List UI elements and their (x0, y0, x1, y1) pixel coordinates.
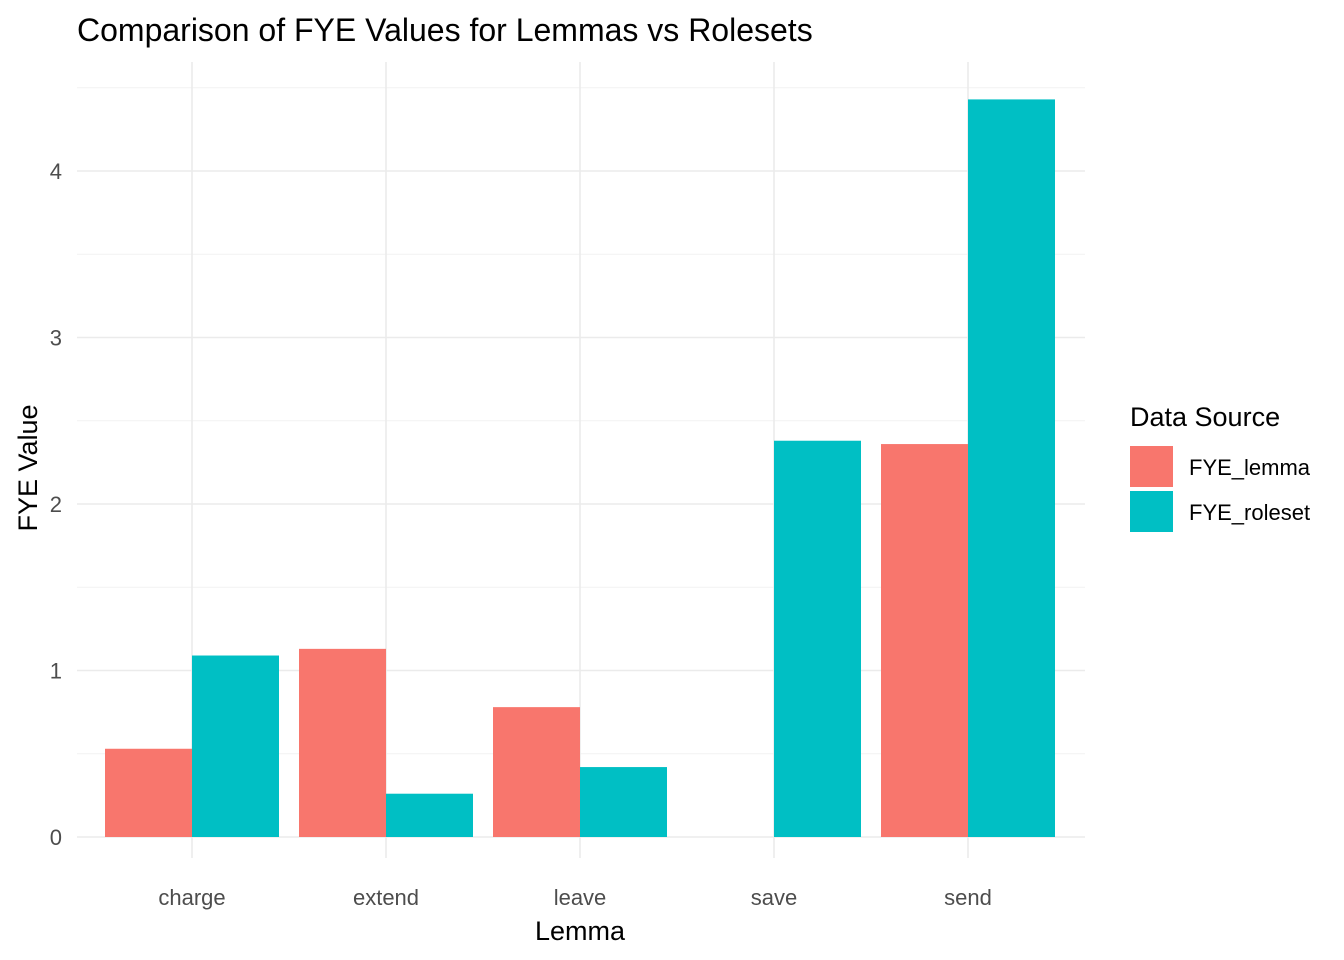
bar-layer (105, 99, 1055, 837)
bar-FYE_lemma-leave (493, 707, 580, 837)
legend-swatch-FYE_lemma (1130, 446, 1173, 487)
chart-title: Comparison of FYE Values for Lemmas vs R… (77, 12, 813, 48)
x-tick-label: extend (353, 885, 419, 910)
x-tick-label: leave (554, 885, 607, 910)
bar-FYE_roleset-charge (192, 655, 279, 837)
bar-FYE_lemma-charge (105, 748, 192, 837)
y-axis-title: FYE Value (13, 404, 43, 531)
bar-FYE_lemma-extend (299, 648, 386, 837)
y-tick-label: 1 (50, 659, 62, 684)
y-axis-ticks: 0 1 2 3 4 (50, 159, 62, 850)
x-tick-label: save (751, 885, 797, 910)
legend-items: FYE_lemma FYE_roleset (1130, 446, 1311, 532)
bar-FYE_roleset-send (968, 99, 1055, 837)
legend-title: Data Source (1130, 402, 1280, 432)
legend-label-FYE_lemma: FYE_lemma (1189, 455, 1311, 480)
legend-label-FYE_roleset: FYE_roleset (1189, 500, 1310, 525)
y-tick-label: 2 (50, 492, 62, 517)
x-axis-ticks: charge extend leave save send (158, 885, 992, 910)
x-axis-title: Lemma (535, 916, 626, 946)
y-tick-label: 0 (50, 825, 62, 850)
x-tick-label: charge (158, 885, 225, 910)
legend-swatch-FYE_roleset (1130, 491, 1173, 532)
y-tick-label: 3 (50, 326, 62, 351)
bar-FYE_roleset-leave (580, 767, 667, 837)
y-tick-label: 4 (50, 159, 62, 184)
x-tick-label: send (944, 885, 992, 910)
bar-FYE_roleset-extend (386, 793, 473, 837)
bar-FYE_lemma-send (881, 444, 968, 837)
bar-FYE_roleset-save (774, 440, 861, 837)
legend: Data Source FYE_lemma FYE_roleset (1130, 402, 1311, 532)
